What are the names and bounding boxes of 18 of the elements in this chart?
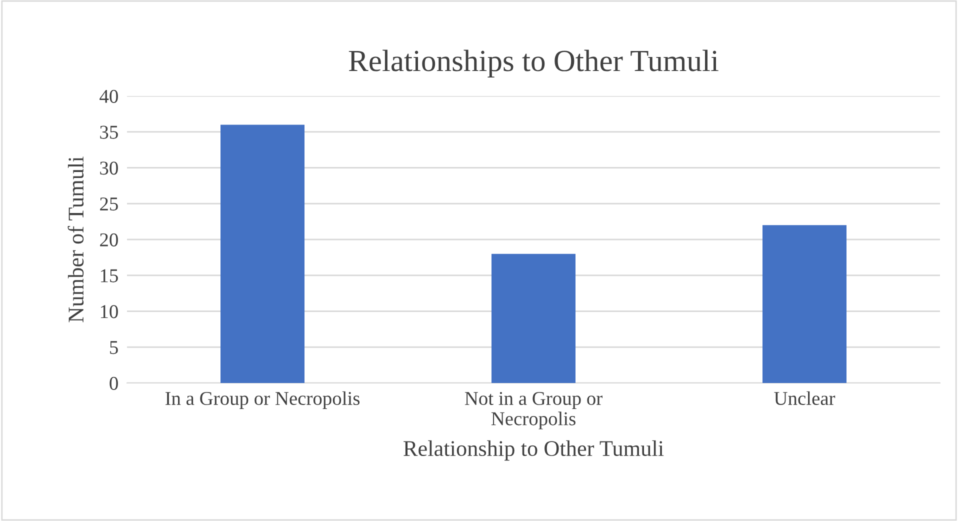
bar <box>491 254 576 383</box>
y-axis-title: Number of Tumuli <box>68 156 84 322</box>
x-tick-label: Not in a Group or Necropolis <box>464 392 602 430</box>
y-tick-label: 35 <box>100 126 118 139</box>
x-tick-label: In a Group or Necropolis <box>165 391 360 409</box>
y-tick-label: 10 <box>100 305 118 318</box>
x-tick-label: Unclear <box>774 391 836 406</box>
x-axis-title: Relationship to Other Tumuli <box>404 440 664 461</box>
y-tick-label: 0 <box>110 376 118 390</box>
y-tick-label: 25 <box>100 197 118 211</box>
y-tick-label: 40 <box>100 90 118 103</box>
bar <box>762 225 847 383</box>
chart-title: Relationships to Other Tumuli <box>348 50 718 78</box>
y-tick-label: 15 <box>100 269 118 282</box>
bar <box>220 124 305 383</box>
y-tick-label: 30 <box>100 162 118 175</box>
y-tick-label: 20 <box>100 233 118 246</box>
y-tick-label: 5 <box>110 341 118 354</box>
